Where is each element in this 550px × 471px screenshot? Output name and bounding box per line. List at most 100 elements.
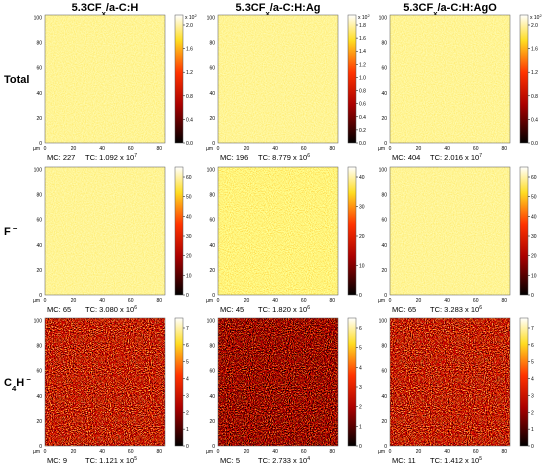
x-tick-label: 80 [157,298,163,304]
y-tick-label: 0 [212,141,215,147]
colorbar [519,317,529,447]
colorbar-tick-label: 1.2 [359,62,366,68]
x-tick-label: 40 [99,298,105,304]
x-tick-label: 80 [502,449,508,455]
x-tick-label: 20 [244,449,250,455]
colorbar-tick-label: 30 [531,234,537,240]
map-image [45,167,165,295]
column-title: 5.3CFx/a-C:H:AgO [403,2,497,18]
y-tick-label: 100 [379,319,388,325]
colorbar-tick-label: 40 [186,214,192,220]
tc-exponent: 6 [307,153,310,159]
x-tick-label: 0 [44,146,47,152]
colorbar-tick-label: 0.6 [359,102,366,108]
axis-unit: µm [378,146,385,152]
colorbar-tick-label: 7 [186,326,189,332]
y-tick-label: 80 [36,41,42,47]
tc-text: TC: 1.820 x 10 [258,305,307,314]
mc-label: MC: 65 [47,305,71,314]
y-tick-label: 0 [384,293,387,299]
tc-exponent: 5 [134,456,137,462]
colorbar-tick-label: 4 [186,377,189,383]
axis-unit: µm [206,298,213,304]
colorbar-tick-label: 1.6 [359,36,366,42]
colorbar-multiplier: x 102 [185,13,197,22]
colorbar-tick-label: 0.4 [531,117,538,123]
tc-label: TC: 1.820 x 106 [258,305,310,314]
y-tick-label: 60 [381,369,387,375]
colorbar [519,166,529,296]
x-tick-label: 0 [217,298,220,304]
x-tick-label: 40 [99,449,105,455]
colorbar-tick-label: 50 [531,195,537,201]
x-tick-label: 40 [444,449,450,455]
x-tick-label: 40 [272,298,278,304]
map-frame [44,317,166,447]
colorbar-tick-label: 3 [531,393,534,399]
colorbar [347,317,357,447]
label-part: Total [4,74,29,86]
colorbar [174,166,184,296]
y-tick-label: 60 [381,218,387,224]
x-tick-label: 20 [416,146,422,152]
x-tick-label: 0 [217,146,220,152]
colorbar-tick-label: 30 [359,205,365,211]
tc-exponent: 4 [307,456,310,462]
colorbar-tick-label: 6 [531,343,534,349]
tc-text: TC: 2.733 x 10 [258,456,307,465]
tc-label: TC: 3.283 x 106 [430,305,482,314]
colorbar [347,14,357,144]
map-image [45,15,165,143]
label-part: x [433,9,438,18]
colorbar-tick-label: 20 [186,254,192,260]
mc-label: MC: 9 [47,456,67,465]
y-tick-label: 0 [384,444,387,450]
tc-label: TC: 8.779 x 106 [258,153,310,162]
x-tick-label: 60 [301,146,307,152]
y-tick-label: 100 [207,319,216,325]
colorbar-tick-label: 10 [186,273,192,279]
y-tick-label: 0 [212,444,215,450]
tc-exponent: 6 [479,305,482,311]
multiplier-exponent: 2 [367,13,370,18]
x-tick-label: 20 [416,298,422,304]
x-tick-label: 60 [301,449,307,455]
axis-unit: µm [206,449,213,455]
x-tick-label: 80 [330,146,336,152]
multiplier-text: x 10 [358,15,368,21]
tc-text: TC: 2.016 x 10 [430,153,479,162]
colorbar-tick-label: 1.6 [186,47,193,53]
colorbar-tick-label: 0.4 [186,117,193,123]
y-tick-label: 20 [36,116,42,122]
y-tick-label: 0 [39,141,42,147]
y-tick-label: 20 [209,419,215,425]
x-tick-label: 80 [502,146,508,152]
y-tick-label: 60 [381,66,387,72]
y-tick-label: 100 [379,168,388,174]
tc-exponent: 6 [134,305,137,311]
y-tick-label: 60 [209,66,215,72]
tc-text: TC: 8.779 x 10 [258,153,307,162]
colorbar-tick-label: 0.0 [186,141,193,147]
y-tick-label: 100 [34,319,43,325]
mc-label: MC: 404 [392,153,420,162]
y-tick-label: 100 [34,16,43,22]
colorbar-tick-label: 1.0 [359,75,366,81]
colorbar-tick-label: 2 [531,410,534,416]
colorbar-tick-label: 7 [531,326,534,332]
x-tick-label: 40 [272,449,278,455]
label-part: C [4,377,12,389]
colorbar-tick-label: 0 [359,444,362,450]
colorbar-tick-label: 2.0 [186,23,193,29]
colorbar-tick-label: 3 [359,385,362,391]
map-image [218,15,338,143]
x-tick-label: 60 [473,298,479,304]
y-tick-label: 100 [207,168,216,174]
colorbar-tick-label: 4 [359,365,362,371]
tc-text: TC: 3.080 x 10 [85,305,134,314]
x-tick-label: 60 [473,449,479,455]
y-tick-label: 80 [209,41,215,47]
colorbar-tick-label: 5 [531,360,534,366]
y-tick-label: 60 [36,369,42,375]
colorbar-tick-label: 0.8 [186,94,193,100]
